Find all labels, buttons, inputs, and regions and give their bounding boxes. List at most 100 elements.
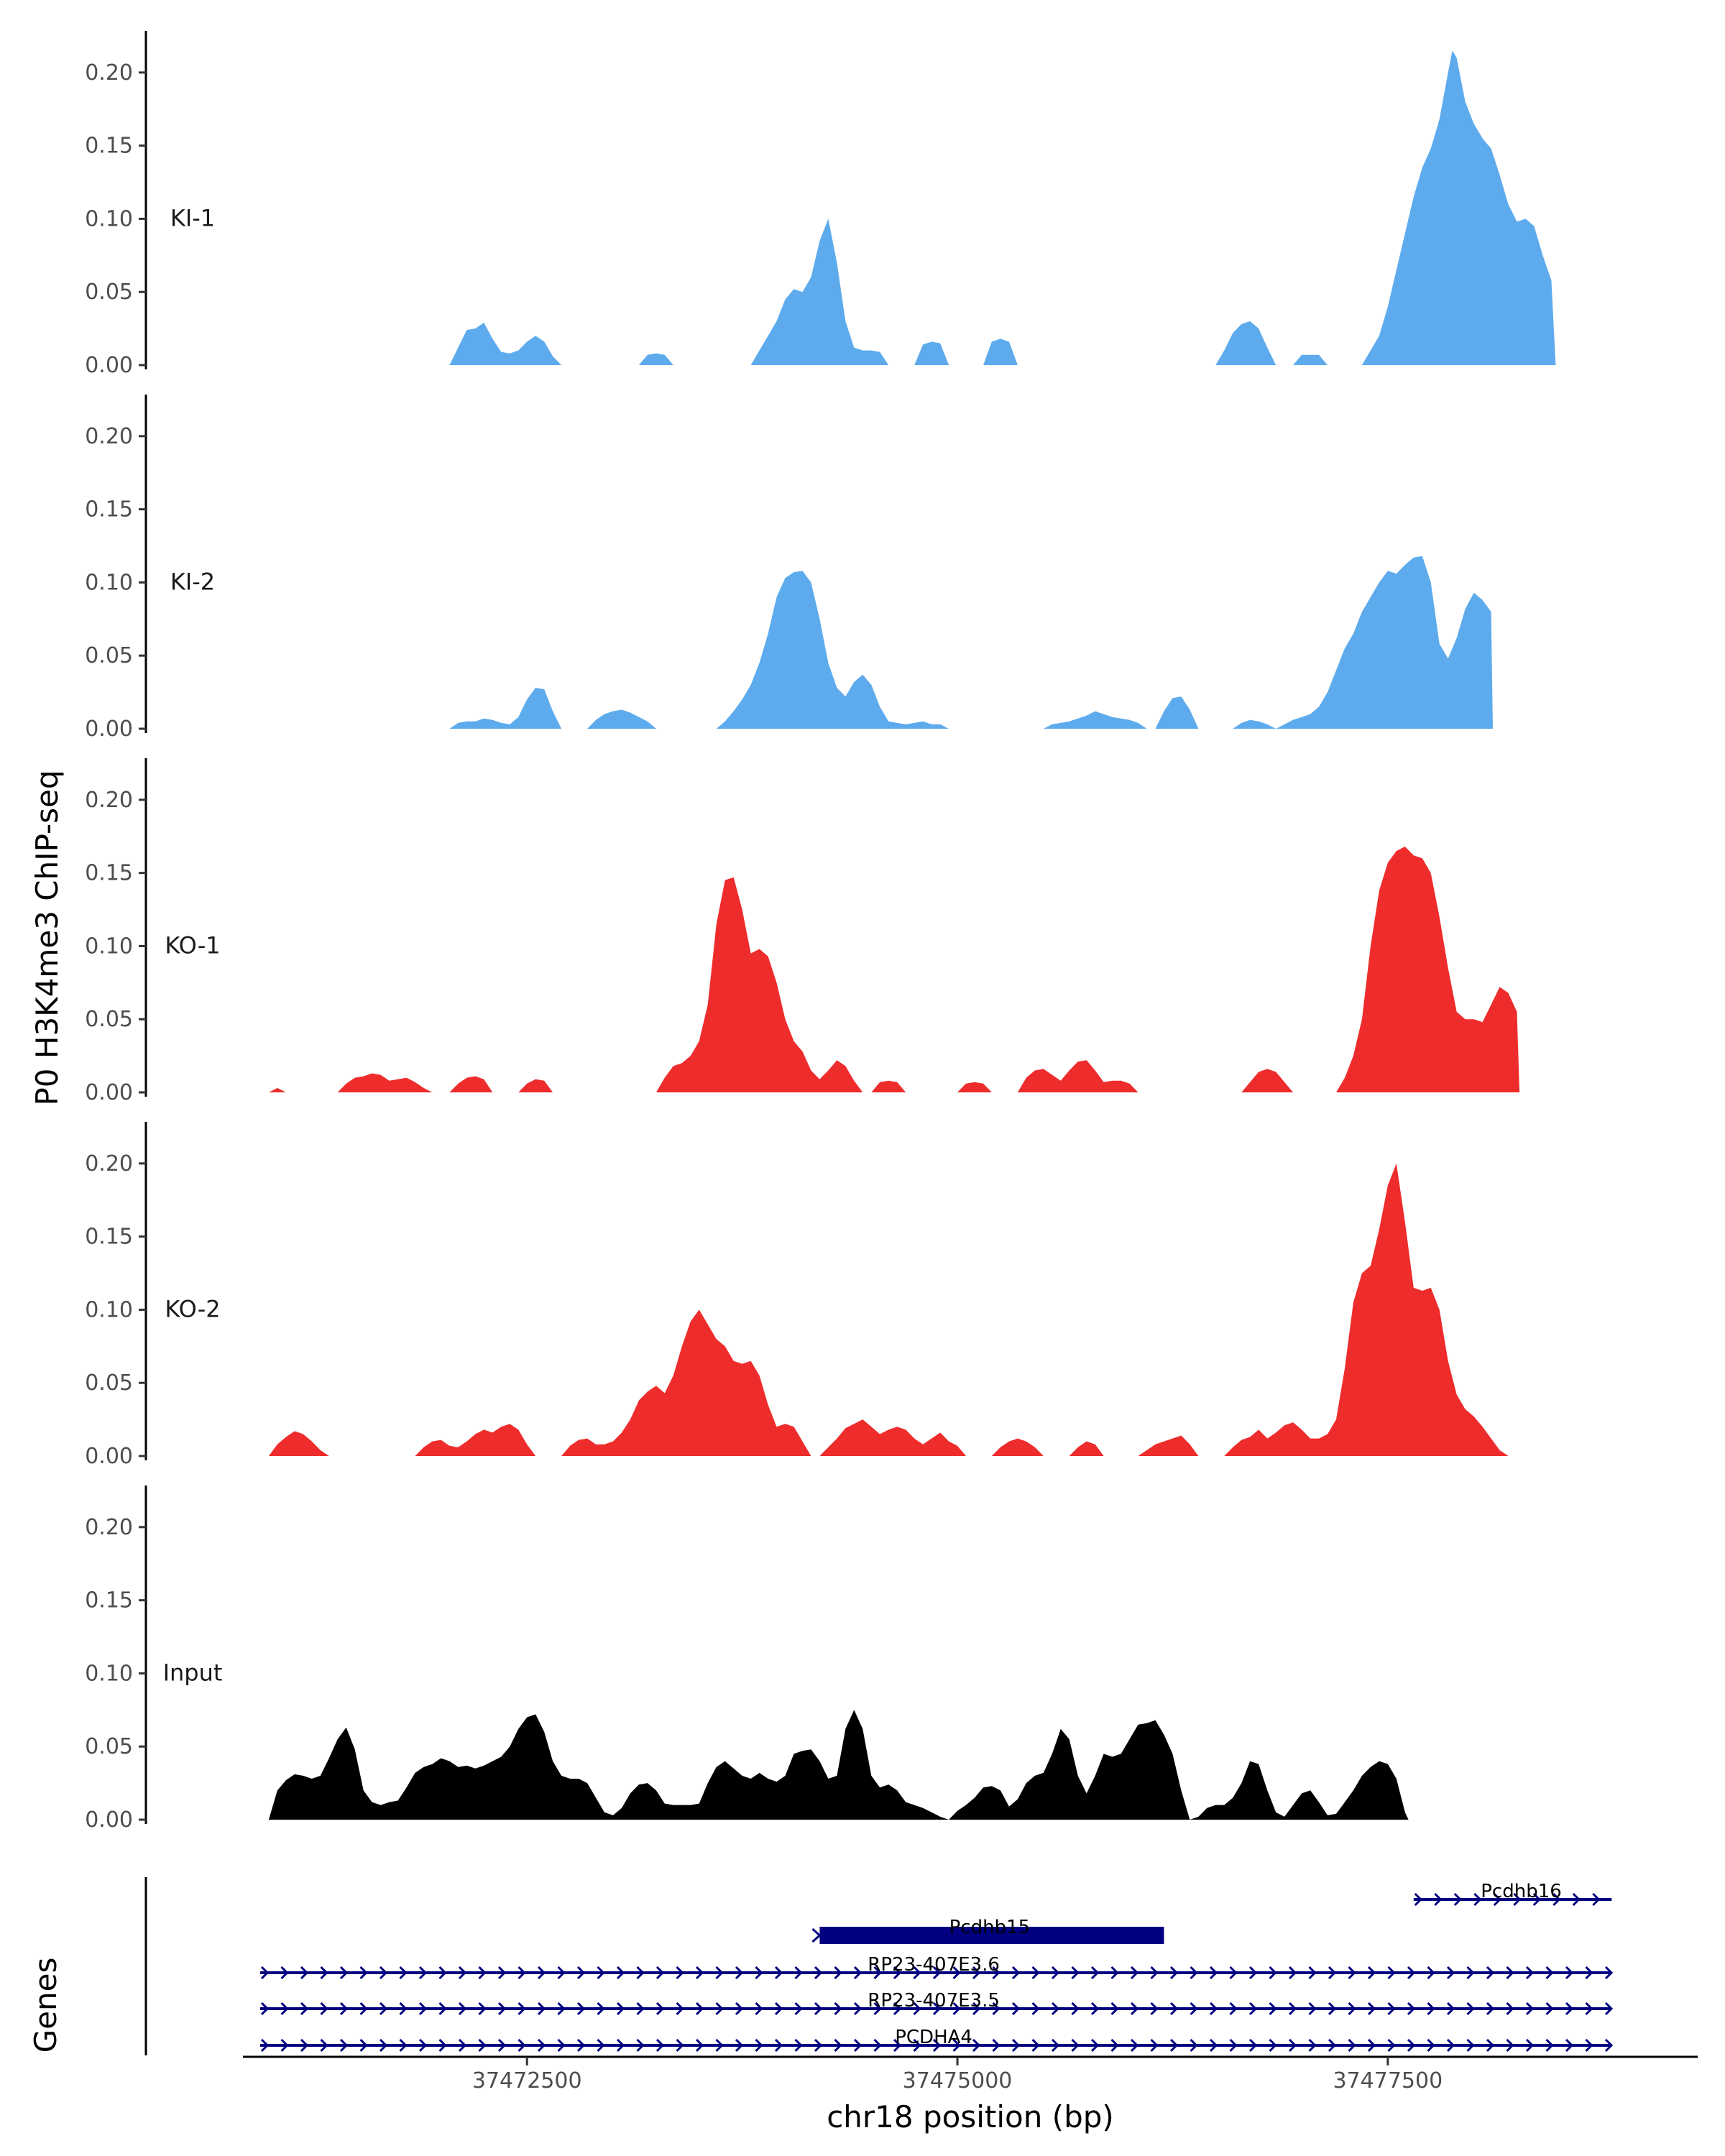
strand-arrow (1031, 2038, 1040, 2053)
strand-arrow (873, 1966, 882, 1980)
strand-arrow (1090, 2038, 1100, 2053)
strand-arrow (576, 1966, 586, 1980)
strand-arrow (1585, 2038, 1593, 2053)
strand-arrow (893, 1966, 902, 1980)
strand-arrow (537, 2001, 546, 2016)
strand-arrow (478, 1966, 487, 1980)
strand-arrow (458, 2038, 467, 2053)
strand-arrow (1525, 1966, 1535, 1980)
strand-arrow (1090, 2001, 1100, 2016)
strand-arrow (300, 2001, 309, 2016)
strand-arrow (735, 2001, 744, 2016)
y-tick-label: 0.05 (85, 280, 133, 305)
strand-arrow (636, 2001, 645, 2016)
strand-arrow (715, 2038, 724, 2053)
strand-arrow (616, 2001, 625, 2016)
strand-arrow (1269, 1966, 1277, 1980)
strand-arrow (1328, 2038, 1337, 2053)
strand-arrow (1209, 2001, 1218, 2016)
strand-arrow (339, 2038, 349, 2053)
strand-arrow (1446, 2001, 1455, 2016)
strand-arrow (1545, 1966, 1554, 1980)
strand-arrow (1031, 2001, 1040, 2016)
strand-arrow (597, 2038, 605, 2053)
x-axis-title: chr18 position (bp) (827, 2099, 1114, 2134)
y-tick-label: 0.10 (85, 1661, 133, 1686)
strand-arrow (853, 2038, 862, 2053)
y-tick-label: 0.10 (85, 1297, 133, 1322)
strand-arrow (1604, 1966, 1614, 1980)
strand-arrow (399, 1966, 408, 1980)
x-tick-label: 37477500 (1333, 2068, 1443, 2093)
strand-arrow (1051, 1966, 1060, 1980)
y-tick-label: 0.15 (85, 861, 133, 886)
strand-arrow (557, 1966, 566, 1980)
y-tick-label: 0.10 (85, 934, 133, 959)
strand-arrow (814, 2038, 823, 2053)
strand-arrow (774, 2001, 783, 2016)
strand-arrow (913, 2001, 921, 2016)
strand-arrow (715, 1966, 724, 1980)
y-tick-label: 0.00 (85, 353, 133, 378)
y-tick-label: 0.05 (85, 1734, 133, 1759)
gene-label: RP23-407E3.6 (868, 1954, 1000, 1976)
strand-arrow (260, 2001, 270, 2016)
y-axis-title: P0 H3K4me3 ChIP-seq (29, 770, 65, 1105)
strand-arrow (1011, 1966, 1021, 1980)
strand-arrow (1308, 2038, 1317, 2053)
y-tick-label: 0.20 (85, 1151, 133, 1176)
strand-arrow (497, 2038, 507, 2053)
strand-arrow (1506, 1966, 1514, 1980)
strand-arrow (1466, 2001, 1475, 2016)
y-tick-label: 0.00 (85, 1444, 133, 1469)
strand-arrow (1229, 2001, 1238, 2016)
strand-arrow (774, 2038, 783, 2053)
strand-arrow (1407, 2001, 1416, 2016)
strand-arrow (1486, 1966, 1495, 1980)
strand-arrow (1427, 2038, 1435, 2053)
strand-arrow (1506, 2001, 1514, 2016)
strand-arrow (518, 1966, 526, 1980)
strand-arrow (1572, 1892, 1581, 1907)
strand-arrow (656, 1966, 665, 1980)
strand-arrow (1565, 1966, 1574, 1980)
coverage-tracks: 0.00 0.05 0.10 0.15 0.20 KI-1 0.00 0.05 0.10 0.15… (85, 31, 1556, 1833)
track-label: KI-1 (170, 204, 215, 231)
strand-arrow (1308, 2001, 1317, 2016)
strand-arrow (458, 2001, 467, 2016)
strand-arrow (1071, 1966, 1080, 1980)
gene-label: Pcdhb16 (1481, 1881, 1562, 1902)
strand-arrow (1592, 1892, 1601, 1907)
strand-arrow (1427, 1966, 1435, 1980)
strand-arrow (280, 2038, 289, 2053)
strand-arrow (1434, 1892, 1443, 1907)
strand-arrow (814, 2001, 823, 2016)
gene-pcdhb16: Pcdhb16 (1413, 1881, 1612, 1907)
strand-arrow (1130, 1966, 1139, 1980)
strand-arrow (1532, 1892, 1541, 1907)
strand-arrow (597, 1966, 605, 1980)
strand-arrow (1051, 2038, 1060, 2053)
strand-arrow (1209, 1966, 1218, 1980)
coverage-area-ko-2 (268, 1163, 1509, 1456)
strand-arrow (1248, 1966, 1258, 1980)
track-input: 0.00 0.05 0.10 0.15 0.20 Input (85, 1485, 1409, 1833)
strand-arrow (438, 1966, 447, 1980)
strand-arrow (557, 2001, 566, 2016)
coverage-area-ki-1 (449, 50, 1556, 366)
y-tick-label: 0.20 (85, 424, 133, 449)
strand-arrow (399, 2038, 408, 2053)
strand-arrow (1071, 2001, 1080, 2016)
strand-arrow (1011, 2038, 1021, 2053)
strand-arrow (497, 2001, 507, 2016)
genes-axis-title: Genes (28, 1958, 63, 2053)
strand-arrow (1328, 2001, 1337, 2016)
strand-arrow (1466, 1966, 1475, 1980)
strand-arrow (576, 2038, 586, 2053)
y-tick-label: 0.05 (85, 643, 133, 668)
strand-arrow (695, 1966, 704, 1980)
strand-arrow (300, 1966, 309, 1980)
strand-arrow (518, 2038, 526, 2053)
strand-arrow (478, 2001, 487, 2016)
strand-arrow (676, 1966, 684, 1980)
